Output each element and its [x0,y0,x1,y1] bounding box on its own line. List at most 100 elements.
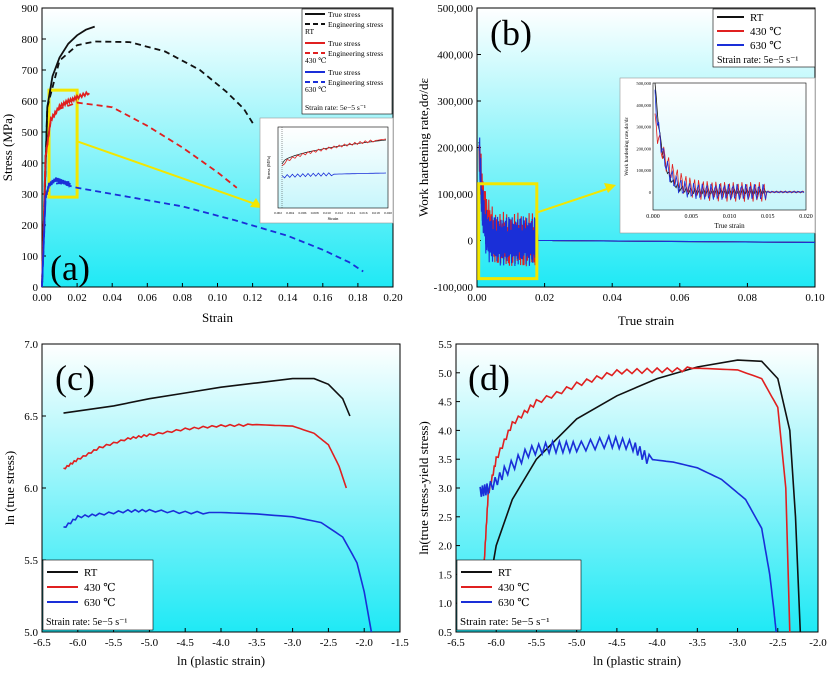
x-tick-label: -2.0 [355,637,373,649]
inset: 0.000 0.005 0.010 0.015 0.020 0 100,000 200,000… [619,77,816,234]
y-tick-label: 5.0 [438,368,452,380]
y-tick-label: 5.5 [438,339,452,351]
x-tick-label: -3.5 [248,637,266,649]
y-tick-label: 600 [22,96,39,108]
x-tick-label: 0.06 [138,292,158,304]
inset-y-label: Stress (MPa) [266,155,271,179]
panel-label: (a) [50,248,90,288]
x-tick-label: 0.14 [278,292,298,304]
y-tick-label: 5.0 [24,627,38,639]
x-tick-label: 0.10 [805,292,825,304]
x-tick-label: 0.08 [173,292,193,304]
x-axis-label: ln (plastic strain) [593,653,681,668]
legend-group: 430 ℃ [305,56,327,65]
y-tick-label: 3.0 [438,483,452,495]
x-tick-label: -2.5 [320,637,338,649]
zoom-arrow [536,187,611,214]
inset-x-tick-label: 0.002 [274,211,282,215]
legend-entry: Engineering stress [328,20,383,29]
y-tick-label: 300,000 [437,96,473,108]
x-tick-label: 0.04 [603,292,623,304]
x-tick-label: 0.18 [348,292,368,304]
legend-entry: True stress [328,10,361,19]
inset-x-tick-label: 0.008 [311,211,319,215]
inset-x-tick-label: 0.005 [685,214,699,220]
x-tick-label: -6.0 [69,637,87,649]
y-tick-label: 200,000 [437,143,473,155]
inset: 0.002 0.004 0.006 0.008 0.010 0.012 0.014 0.016… [259,117,394,224]
x-tick-label: -6.5 [447,637,465,649]
x-tick-label: 0.20 [383,292,403,304]
inset-x-tick-label: 0.018 [372,211,380,215]
x-tick-label: 0.08 [738,292,758,304]
y-tick-label: 100,000 [437,189,473,201]
x-axis-label: ln (plastic strain) [177,653,265,668]
y-tick-label: 6.0 [24,483,38,495]
series-line-630-engineering-stress [41,182,364,288]
x-tick-label: -5.0 [568,637,586,649]
y-tick-label: 4.0 [438,425,452,437]
y-tick-label: 1.0 [438,598,452,610]
y-tick-label: 800 [22,34,39,46]
inset-x-tick-label: 0.000 [646,214,660,220]
legend-entry: True stress [328,68,361,77]
strain-rate-note: Strain rate: 5e−5 s⁻¹ [717,55,798,66]
y-tick-label: 400 [22,158,39,170]
panel-a: 0.00 0.02 0.04 0.06 0.08 0.10 0.12 0.14 0.16 0.18… [0,3,403,325]
x-tick-label: 0.00 [467,292,487,304]
inset-y-label: Work hardening rate,dσ/dε [624,116,630,175]
legend: RT 430 ℃ 630 ℃ Strain rate: 5e−5 s⁻¹ [712,8,816,68]
panel-label: (b) [490,13,532,53]
x-tick-label: -2.5 [769,637,787,649]
y-tick-label: 500 [22,127,39,139]
legend-entry: 430 ℃ [498,582,530,594]
x-tick-label: -4.5 [176,637,194,649]
y-tick-label: 2.0 [438,541,452,553]
inset-plot-area [652,82,807,211]
legend-entry: RT [84,567,98,579]
inset-x-tick-label: 0.010 [323,211,331,215]
highlight-box [477,182,539,281]
legend-group: 630 ℃ [305,85,327,94]
legend-group: RT [305,27,315,36]
inset-y-tick-label: 100,000 [636,168,651,174]
y-tick-label: -100,000 [434,282,474,294]
y-tick-label: 700 [22,65,39,77]
panel-label: (c) [55,358,95,398]
zoom-arrow-head [604,183,616,193]
legend: RT 430 ℃ 630 ℃ Strain rate: 5e−5 s⁻¹ [42,559,154,631]
inset-x-tick-label: 0.015 [761,214,775,220]
x-axis-label: Strain [202,310,234,325]
x-tick-label: -5.5 [105,637,123,649]
x-tick-label: -3.5 [689,637,707,649]
x-tick-label: 0.02 [67,292,86,304]
y-tick-label: 0 [468,236,474,248]
strain-rate-note: Strain rate: 5e−5 s⁻¹ [305,103,366,112]
inset-x-tick-label: 0.004 [286,211,294,215]
y-tick-label: 500,000 [437,3,473,15]
y-tick-label: 4.5 [438,397,452,409]
inset-plot-area [277,126,389,209]
x-tick-label: 0.06 [670,292,690,304]
series-line-rt [63,377,351,417]
panel-c: -6.5 -6.0 -5.5 -5.0 -4.5 -4.0 -3.5 -3.0 -2.5 -2.0… [2,339,409,668]
y-tick-label: 300 [22,189,39,201]
inset-y-tick-label: 400,000 [636,103,651,109]
legend-entry: 630 ℃ [498,597,530,609]
inset-y-tick-label: 500,000 [636,81,651,87]
panel-b: 0.00 0.02 0.04 0.06 0.08 0.10 -100,000 0 100,000… [416,3,825,328]
legend-entry: RT [498,567,512,579]
inset-x-tick-label: 0.006 [299,211,307,215]
inset-x-tick-label: 0.020 [799,214,813,220]
series-line-rt [487,359,802,633]
y-tick-label: 3.5 [438,454,452,466]
inset-series-630 [654,89,805,200]
legend-entry: 430 ℃ [84,582,116,594]
legend-entry: True stress [328,39,361,48]
legend-box [301,8,393,115]
strain-rate-note: Strain rate: 5e−5 s⁻¹ [460,616,550,628]
series-line-t630 [63,508,373,633]
series-line-rt-engineering-stress [41,40,256,288]
inset-x-tick-label: 0.014 [347,211,355,215]
